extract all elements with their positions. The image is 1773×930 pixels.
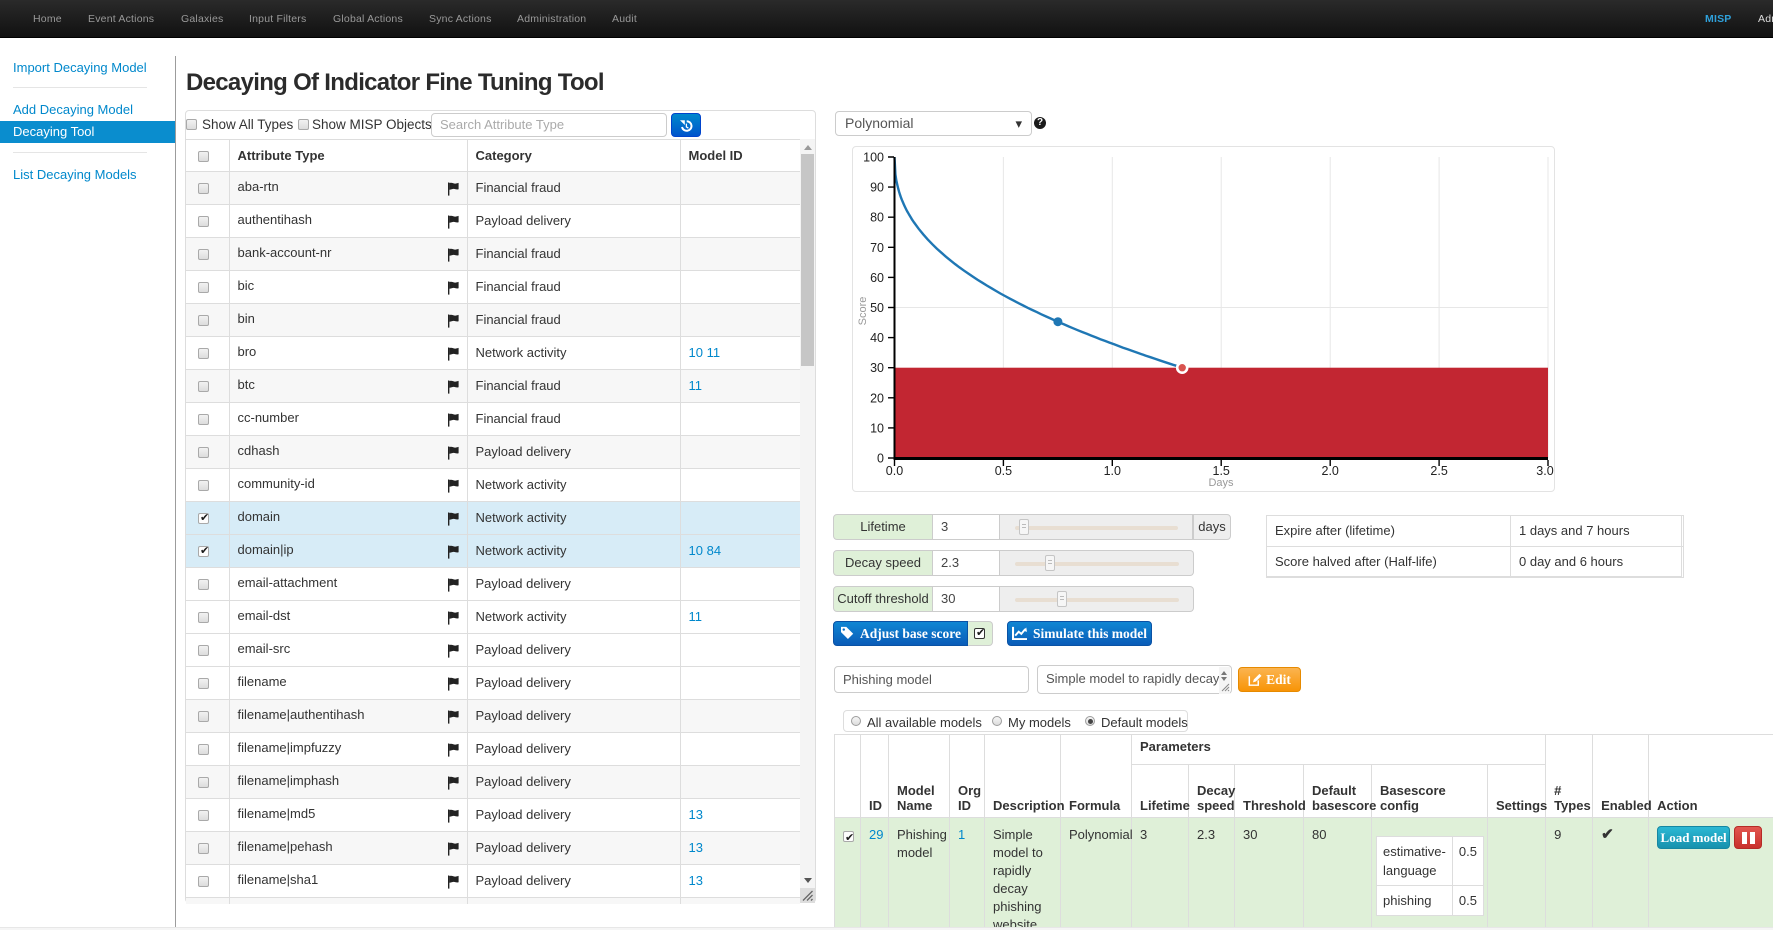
svg-text:60: 60 bbox=[870, 271, 884, 285]
svg-text:80: 80 bbox=[870, 211, 884, 225]
svg-text:30: 30 bbox=[870, 361, 884, 375]
svg-text:100: 100 bbox=[863, 151, 884, 165]
svg-text:0.0: 0.0 bbox=[886, 464, 903, 478]
svg-text:20: 20 bbox=[870, 391, 884, 405]
svg-text:90: 90 bbox=[870, 181, 884, 195]
svg-text:50: 50 bbox=[870, 301, 884, 315]
svg-text:1.5: 1.5 bbox=[1213, 464, 1230, 478]
svg-text:70: 70 bbox=[870, 241, 884, 255]
svg-text:1.0: 1.0 bbox=[1104, 464, 1121, 478]
svg-text:2.5: 2.5 bbox=[1430, 464, 1447, 478]
svg-text:3.0: 3.0 bbox=[1536, 464, 1553, 478]
svg-text:10: 10 bbox=[870, 421, 884, 435]
svg-text:2.0: 2.0 bbox=[1322, 464, 1339, 478]
svg-text:0.5: 0.5 bbox=[995, 464, 1012, 478]
svg-text:Days: Days bbox=[1208, 477, 1234, 489]
svg-text:Score: Score bbox=[857, 297, 869, 326]
svg-text:0: 0 bbox=[877, 452, 884, 466]
svg-text:40: 40 bbox=[870, 331, 884, 345]
